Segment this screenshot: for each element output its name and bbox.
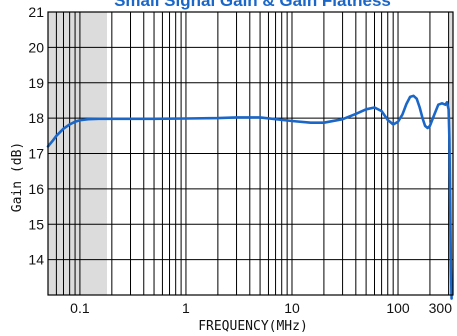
x-tick-label: 1 <box>182 300 190 316</box>
y-tick-label: 21 <box>28 4 44 20</box>
gain-series-line <box>46 94 453 300</box>
y-tick-label: 16 <box>28 181 44 197</box>
y-tick-label: 14 <box>28 252 44 268</box>
grid-lines <box>48 12 453 295</box>
x-tick-label: 10 <box>284 300 300 316</box>
y-tick-label: 17 <box>28 146 44 162</box>
y-tick-label: 18 <box>28 110 44 126</box>
y-tick-label: 19 <box>28 75 44 91</box>
x-axis-label: FREQUENCY(MHz) <box>198 319 308 334</box>
x-tick-label: 0.1 <box>70 300 90 316</box>
plot-frame <box>47 11 454 296</box>
series-layer <box>46 94 453 300</box>
chart-title: Small Signal Gain & Gain Flatness <box>114 0 391 10</box>
x-tick-label: 100 <box>386 300 410 316</box>
y-axis-label: Gain (dB) <box>10 142 25 212</box>
y-tick-labels: 14 15 16 17 18 19 20 21 <box>28 4 44 268</box>
y-tick-label: 20 <box>28 39 44 55</box>
y-tick-label: 15 <box>28 216 44 232</box>
x-tick-label: 300 <box>429 300 453 316</box>
plot-border <box>47 11 454 296</box>
x-tick-labels: 0.1 1 10 100 300 <box>70 300 452 316</box>
